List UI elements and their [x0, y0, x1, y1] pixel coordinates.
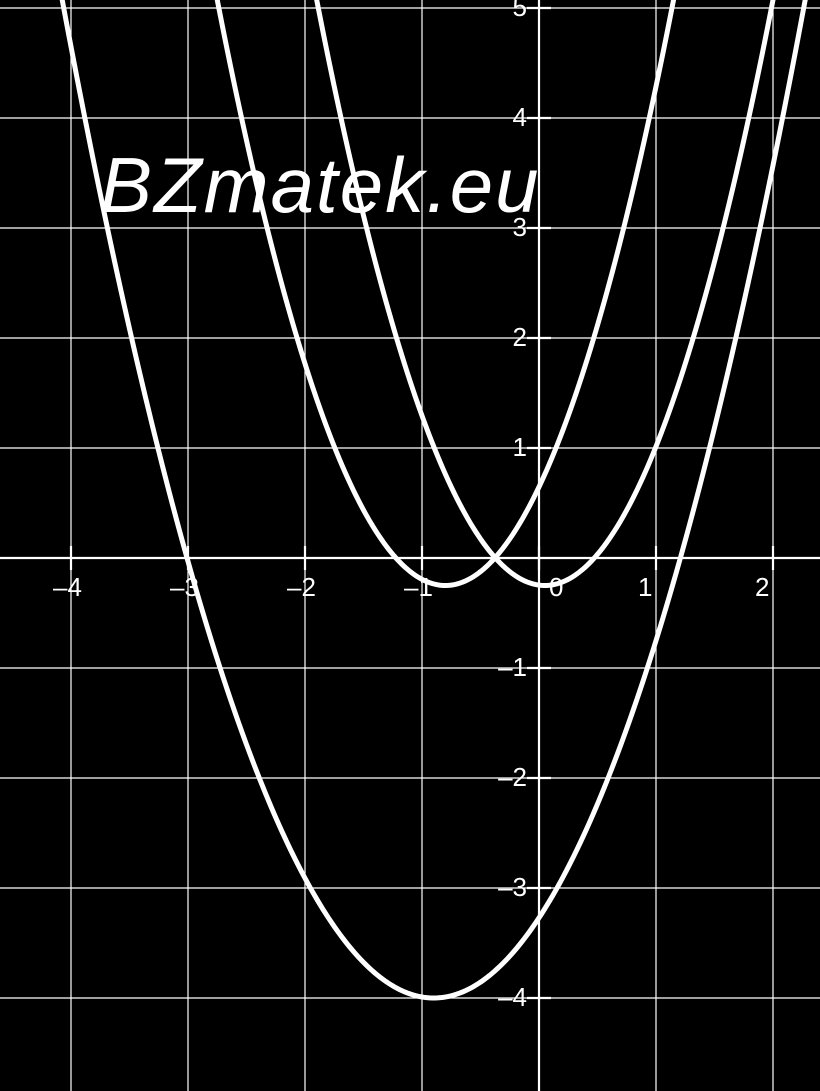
parabola-chart: [0, 0, 820, 1091]
